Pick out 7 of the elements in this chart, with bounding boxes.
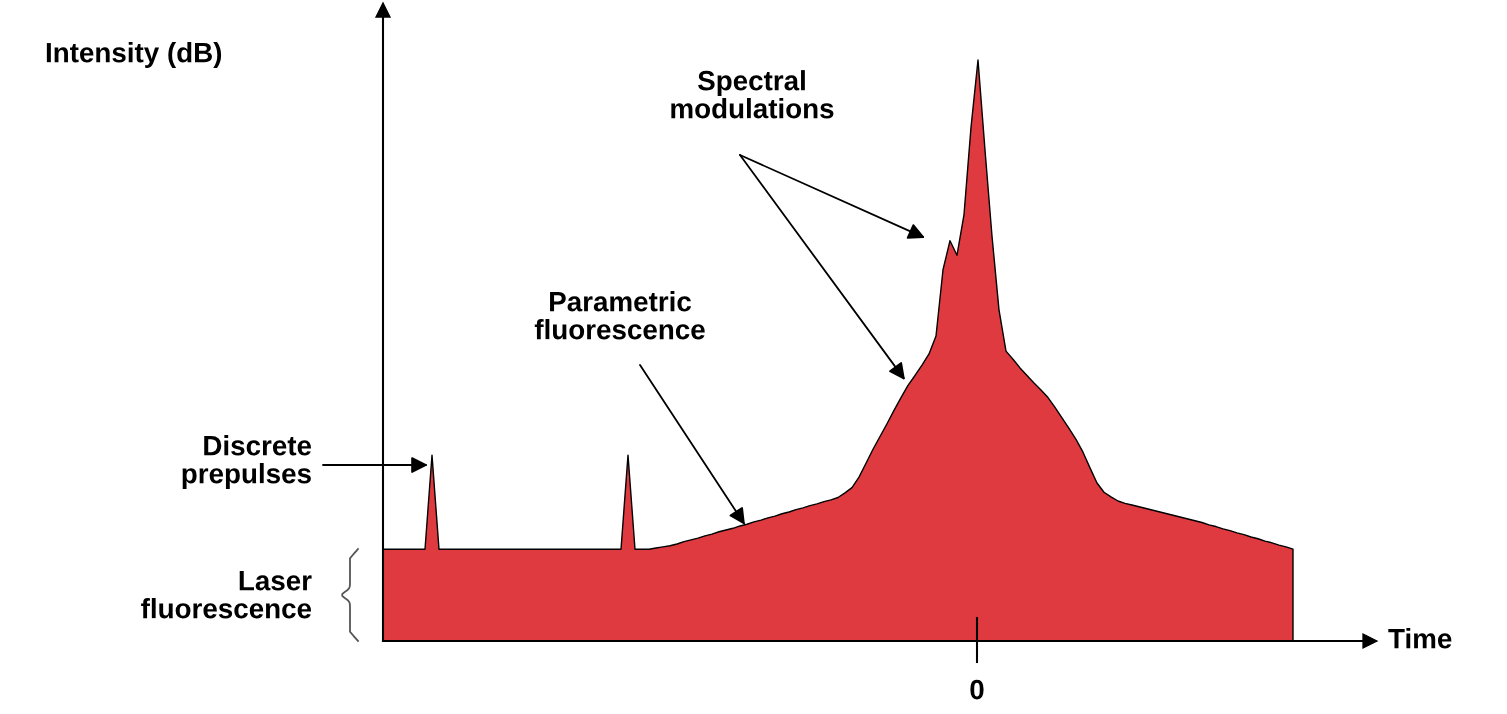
text: Intensity (dB) <box>46 42 222 68</box>
x-axis-title: Time <box>1388 628 1452 649</box>
text: Laser fluorescence <box>141 571 312 619</box>
text: 0 <box>970 679 984 700</box>
text: Discrete prepulses <box>182 435 312 489</box>
annotation: Parametric fluorescence <box>534 291 705 340</box>
annotation: Spectral modulations <box>671 70 834 119</box>
